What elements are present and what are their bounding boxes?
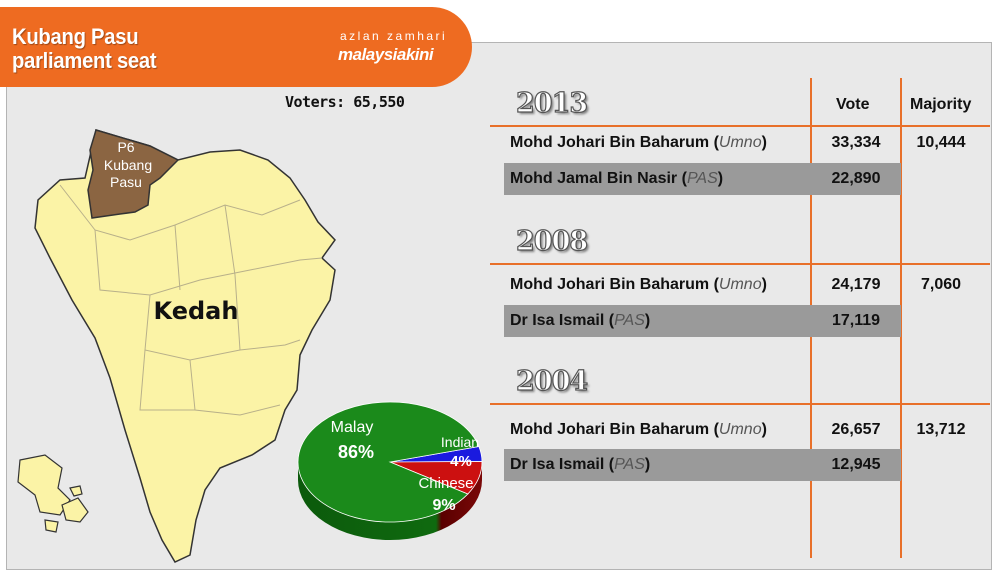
state-label: Kedah [154, 297, 239, 325]
loser-candidate: Mohd Jamal Bin Nasir (PAS) [504, 163, 811, 195]
kedah-state-shape [34, 129, 336, 563]
page-title: Kubang Pasu parliament seat [12, 24, 157, 73]
election-year-2008: 2008 [515, 225, 588, 257]
loser-votes: 17,119 [811, 305, 901, 337]
slice-label-malay: Malay [331, 419, 374, 436]
winner-candidate: Mohd Johari Bin Baharum (Umno) [510, 276, 767, 293]
title-banner: Kubang Pasu parliament seat azlan zamhar… [0, 7, 472, 87]
slice-label-chinese: Chinese [418, 475, 473, 492]
langkawi-islands [17, 454, 89, 533]
seat-name-line-2: Pasu [110, 174, 142, 190]
slice-value-malay: 86% [338, 442, 374, 462]
winner-votes: 24,179 [831, 276, 881, 293]
kubang-pasu-seat-shape [87, 129, 180, 219]
majority-value: 13,712 [916, 421, 966, 438]
table-divider-majority [900, 78, 902, 558]
election-year-2013: 2013 [515, 87, 588, 119]
row-divider [490, 403, 990, 405]
election-year-2004: 2004 [515, 365, 588, 397]
pie-side [298, 462, 482, 540]
slice-label-indian: Indian [441, 434, 479, 450]
brand-logo: malaysiakini [338, 45, 434, 64]
row-divider [490, 263, 990, 265]
slice-value-indian: 4% [450, 453, 472, 470]
vote-column-header: Vote [836, 96, 870, 113]
majority-value: 10,444 [916, 134, 966, 151]
loser-candidate: Dr Isa Ismail (PAS) [504, 305, 811, 337]
seat-name-line-1: Kubang [104, 157, 152, 173]
ethnic-pie-chart: Malay 86% Indian 4% Chinese 9% [297, 401, 483, 540]
slice-malay [297, 401, 480, 523]
loser-candidate: Dr Isa Ismail (PAS) [504, 449, 811, 481]
winner-candidate: Mohd Johari Bin Baharum (Umno) [510, 134, 767, 151]
row-divider [490, 125, 990, 127]
voters-count: Voters: 65,550 [285, 93, 405, 111]
majority-column-header: Majority [910, 96, 972, 113]
seat-code-label: P6 [117, 139, 134, 155]
winner-votes: 26,657 [831, 421, 881, 438]
title-line-2: parliament seat [12, 48, 157, 73]
majority-value: 7,060 [920, 276, 962, 293]
byline: azlan zamhari [340, 29, 448, 43]
loser-votes: 12,945 [811, 449, 901, 481]
winner-votes: 33,334 [831, 134, 881, 151]
loser-votes: 22,890 [811, 163, 901, 195]
title-line-1: Kubang Pasu [12, 24, 139, 49]
winner-candidate: Mohd Johari Bin Baharum (Umno) [510, 421, 767, 438]
slice-value-chinese: 9% [432, 497, 455, 514]
